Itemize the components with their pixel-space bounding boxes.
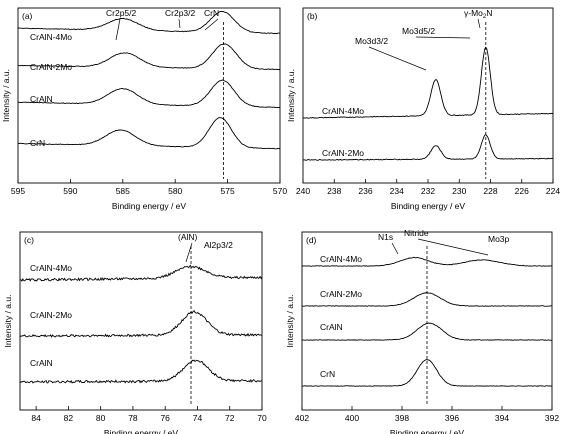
annotation-label: Mo3p <box>488 234 510 244</box>
panel-2: (b) 240 238 236 234 232 230 228 226 224 Binding en… <box>286 7 560 211</box>
series-label: CrAlN-4Mo <box>320 254 362 264</box>
series-label: CrN <box>30 138 45 148</box>
panel-1: (a) 595 590 585 580 575 570 Binding energy / eV… <box>1 7 287 211</box>
panel-4: (d) 402 400 398 396 394 392 Binding energy / eV… <box>285 228 559 434</box>
x-tick-label: 580 <box>168 186 182 196</box>
series-label: CrAlN <box>30 358 53 368</box>
series-label: CrAlN-2Mo <box>30 310 72 320</box>
annotation-label: Nitride <box>404 228 429 238</box>
spectrum-line <box>17 10 281 35</box>
annotation-label: Mo3d3/2 <box>355 36 388 46</box>
annotation-arrow <box>204 18 219 31</box>
spectrum-line <box>302 292 552 307</box>
x-axis-label: Binding energy / eV <box>391 201 466 211</box>
x-tick-label: 392 <box>545 413 559 423</box>
series-label: CrAlN-2Mo <box>322 148 364 158</box>
spectrum-line <box>17 79 281 109</box>
x-tick-label: 240 <box>296 186 310 196</box>
y-axis-label: Intensity / a.u. <box>286 69 296 122</box>
series-label: CrAlN-2Mo <box>320 289 362 299</box>
x-tick-label: 394 <box>495 413 509 423</box>
x-tick-label: 575 <box>221 186 235 196</box>
x-tick-label: 590 <box>63 186 77 196</box>
x-tick-label: 238 <box>327 186 341 196</box>
x-tick-label: 595 <box>11 186 25 196</box>
annotation-arrow <box>415 36 471 39</box>
series-label: CrAlN-4Mo <box>322 106 364 116</box>
annotation-label: γ-Mo2N <box>464 8 492 20</box>
plot-frame <box>17 7 281 184</box>
x-axis-label: Binding energy / eV <box>390 428 465 434</box>
spectrum-line <box>19 359 262 384</box>
panel-label: (b) <box>307 11 318 21</box>
x-axis-label: Binding energy / eV <box>112 201 187 211</box>
x-tick-label: 80 <box>96 413 106 423</box>
x-tick-label: 570 <box>273 186 287 196</box>
x-tick-label: 72 <box>225 413 235 423</box>
x-tick-label: 84 <box>31 413 41 423</box>
annotation-arrow <box>115 18 121 41</box>
annotation-arrow <box>477 18 481 29</box>
x-tick-label: 398 <box>395 413 409 423</box>
series-label: CrAlN-4Mo <box>30 32 72 42</box>
panel-label: (c) <box>24 235 34 245</box>
x-tick-label: 224 <box>546 186 560 196</box>
y-axis-label: Intensity / a.u. <box>285 295 295 348</box>
x-tick-label: 585 <box>116 186 130 196</box>
annotation-arrow <box>417 238 489 256</box>
annotation-arrow <box>185 242 193 263</box>
spectrum-line <box>19 264 263 283</box>
plot-frame <box>19 231 263 411</box>
series-label: CrAlN-2Mo <box>30 62 72 72</box>
series-label: CrN <box>320 369 335 379</box>
x-tick-label: 400 <box>345 413 359 423</box>
spectrum-line <box>301 256 553 267</box>
series-label: CrAlN <box>30 94 53 104</box>
x-tick-label: 74 <box>193 413 203 423</box>
x-tick-label: 236 <box>358 186 372 196</box>
series-label: CrAlN-4Mo <box>30 263 72 273</box>
annotation-label: Cr2p5/2 <box>106 8 137 18</box>
y-axis-label: Intensity / a.u. <box>1 69 11 122</box>
spectrum-line <box>302 134 554 161</box>
x-tick-label: 78 <box>128 413 138 423</box>
x-tick-label: 234 <box>390 186 404 196</box>
y-axis-label: Intensity / a.u. <box>3 295 13 348</box>
x-axis-label: Binding energy / eV <box>104 428 179 434</box>
annotation-label: Al2p3/2 <box>204 240 233 250</box>
x-tick-label: 70 <box>257 413 267 423</box>
x-tick-label: 230 <box>452 186 466 196</box>
x-tick-label: 228 <box>483 186 497 196</box>
annotation-arrow <box>368 46 427 71</box>
annotation-label: (AlN) <box>178 232 198 242</box>
spectrum-line <box>301 322 552 341</box>
spectrum-line <box>19 309 263 338</box>
panel-label: (d) <box>306 235 317 245</box>
x-tick-label: 82 <box>64 413 74 423</box>
x-tick-label: 76 <box>160 413 170 423</box>
x-tick-label: 396 <box>445 413 459 423</box>
panel-label: (a) <box>22 11 33 21</box>
annotation-label: Mo3d5/2 <box>402 26 435 36</box>
spectrum-line <box>302 46 554 119</box>
spectrum-line <box>301 359 553 387</box>
x-tick-label: 232 <box>421 186 435 196</box>
annotation-arrow <box>391 242 399 255</box>
series-label: CrAlN <box>320 322 343 332</box>
x-tick-label: 402 <box>295 413 309 423</box>
annotation-label: Cr2p3/2 <box>165 8 196 18</box>
annotation-arrow <box>178 18 181 29</box>
panel-3: (c) 84 82 80 78 76 74 72 70 Binding energy / eV In… <box>3 231 267 434</box>
annotation-label: N1s <box>378 232 393 242</box>
spectrum-line <box>18 43 281 71</box>
annotation-label: CrN <box>204 8 219 18</box>
plot-frame <box>301 231 553 411</box>
spectrum-line <box>17 117 281 150</box>
x-tick-label: 226 <box>515 186 529 196</box>
